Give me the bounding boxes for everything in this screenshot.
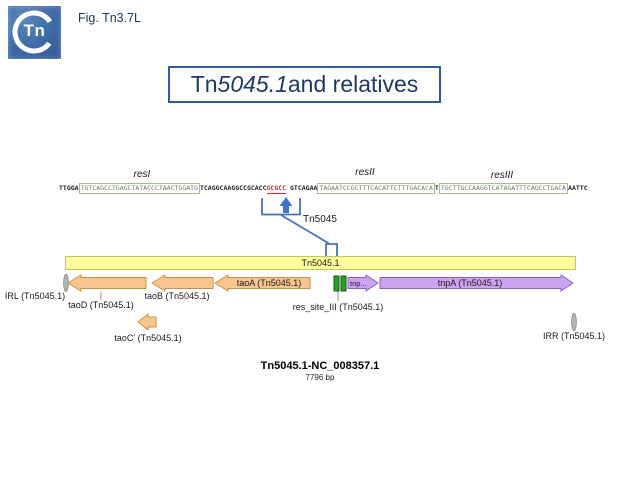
- res-I-label: resI: [133, 169, 151, 180]
- irr-label: IRR (Tn5045.1): [542, 331, 606, 341]
- seq-pre: TTGGA: [59, 184, 79, 192]
- taoC-gene-arrow: [137, 312, 157, 332]
- seq-post: AATTC: [568, 184, 588, 192]
- taoB-label: taoB (Tn5045.1): [144, 291, 210, 301]
- irl-label: IRL (Tn5045.1): [4, 291, 66, 301]
- irr-terminal-repeat-marker: [571, 312, 577, 332]
- tnp-partial-label: tnp...: [350, 278, 367, 288]
- taoA-label: taoA (Tn5045.1): [236, 278, 302, 288]
- res-II-box: TAGAATCCGCTTTCACATTCTTTGACACA: [317, 183, 435, 194]
- res-I-box: TGTCAGCCTGAGCTATACCCTAACTGGATG: [78, 183, 200, 194]
- map-accession-title: Tn5045.1-NC_008357.1: [260, 360, 380, 372]
- title-italic: 5045.1: [217, 71, 288, 97]
- taoB-gene-arrow: [151, 274, 214, 292]
- crossover-up-arrow-icon: [279, 197, 293, 213]
- tn5045-callout-label: Tn5045: [303, 214, 337, 225]
- bar-bracket: [325, 243, 338, 256]
- tnpA-label: tnpA (Tn5045.1): [437, 278, 503, 288]
- logo-tn-text: Tn: [23, 21, 46, 40]
- res-III-label: resIII: [490, 170, 514, 181]
- res-II-label: resII: [355, 167, 375, 178]
- seq-mid1: TCAGGCAAGGCCGCACC: [199, 184, 267, 192]
- title-suffix: and relatives: [287, 71, 419, 97]
- res-site-III-bar-1: [333, 275, 340, 292]
- page-title: Tn 5045.1 and relatives: [168, 66, 441, 103]
- logo-c-ring-icon: [12, 10, 56, 54]
- tncentral-logo: Tn: [8, 6, 61, 59]
- crossover-bracket: [261, 198, 301, 216]
- figure-number: Fig. Tn3.7L: [78, 11, 142, 25]
- dna-sequence: TTGGA TGTCAGCCTGAGCTATACCCTAACTGGATG TCA…: [59, 183, 588, 194]
- title-prefix: Tn: [190, 71, 218, 97]
- seq-mid2: GTCAGAA: [286, 184, 318, 192]
- res-site-III-label: res_site_III (Tn5045.1): [292, 302, 384, 312]
- map-length: 7796 bp: [305, 373, 335, 382]
- taoD-gene-arrow: [67, 274, 147, 292]
- seq-mid3: T: [434, 184, 439, 192]
- res-III-box: TGCTTGCCAAGGTCATAGATTTCAGCCTGACA: [438, 183, 569, 194]
- crossover-seq: GCGCC: [266, 183, 287, 194]
- taoD-label: taoD (Tn5045.1): [68, 300, 134, 310]
- transposon-bar: Tn5045.1: [65, 256, 576, 270]
- res-site-III-bar-2: [340, 275, 347, 292]
- irl-terminal-repeat-marker: [63, 273, 69, 293]
- taoC-label: taoC' (Tn5045.1): [114, 333, 182, 343]
- transposon-bar-label: Tn5045.1: [301, 258, 340, 268]
